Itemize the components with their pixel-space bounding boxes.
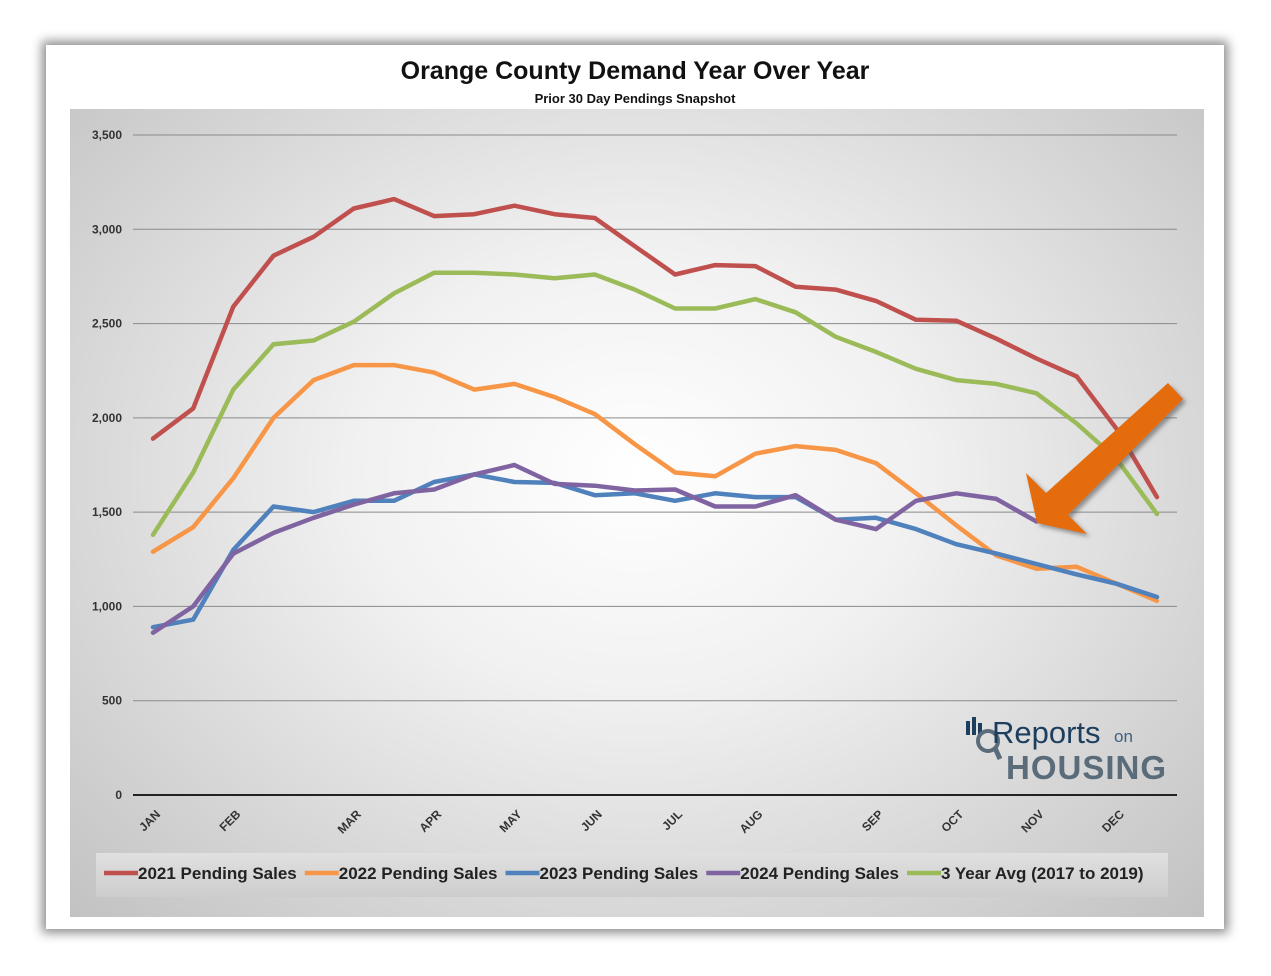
y-tick-label: 2,500 — [92, 317, 122, 331]
reports-on-housing-logo: Reports on HOUSING — [962, 715, 1172, 789]
x-tick-label: JUN — [578, 807, 605, 834]
y-tick-label: 0 — [115, 788, 122, 802]
x-tick-label: MAY — [497, 807, 525, 835]
x-tick-label: SEP — [859, 807, 886, 834]
x-tick-label: OCT — [939, 807, 967, 835]
y-tick-label: 2,000 — [92, 411, 122, 425]
logo-word-housing: HOUSING — [1006, 749, 1168, 786]
callout-arrow — [1026, 383, 1183, 534]
logo-word-on: on — [1114, 727, 1133, 746]
plot-background — [70, 109, 1204, 917]
arrow-shape — [1026, 383, 1183, 534]
legend-label: 2024 Pending Sales — [740, 864, 899, 883]
legend-box — [96, 853, 1168, 897]
x-tick-label: DEC — [1099, 807, 1127, 835]
series-line — [150, 362, 1160, 604]
chart-subtitle: Prior 30 Day Pendings Snapshot — [534, 91, 736, 106]
x-tick-label: JUL — [659, 807, 685, 833]
y-tick-label: 3,500 — [92, 128, 122, 142]
x-tick-label: JAN — [136, 807, 163, 834]
series-line — [150, 196, 1160, 500]
x-tick-label: APR — [416, 807, 444, 835]
line-chart: 0 500 1,000 1,500 2,000 2,500 3,000 3,500 JAN FE… — [92, 128, 1183, 897]
chart-title: Orange County Demand Year Over Year — [400, 57, 870, 85]
legend-label: 3 Year Avg (2017 to 2019) — [941, 864, 1144, 883]
chart-card: Orange County Demand Year Over Year Prio… — [46, 45, 1224, 929]
magnifier-logo-icon — [966, 717, 1002, 761]
legend-label: 2021 Pending Sales — [138, 864, 297, 883]
legend-label: 2022 Pending Sales — [339, 864, 498, 883]
logo-word-reports: Reports — [992, 715, 1101, 750]
y-tick-label: 3,000 — [92, 222, 122, 236]
legend-label: 2023 Pending Sales — [540, 864, 699, 883]
x-tick-label: AUG — [737, 807, 766, 836]
x-tick-label: MAR — [335, 807, 364, 836]
y-tick-label: 500 — [102, 694, 122, 708]
y-tick-label: 1,500 — [92, 505, 122, 519]
series-line — [150, 462, 1039, 636]
series-line — [150, 472, 1160, 630]
x-tick-label: FEB — [217, 807, 244, 834]
x-tick-label: NOV — [1018, 807, 1046, 835]
series-line — [150, 270, 1160, 538]
y-tick-label: 1,000 — [92, 599, 122, 613]
